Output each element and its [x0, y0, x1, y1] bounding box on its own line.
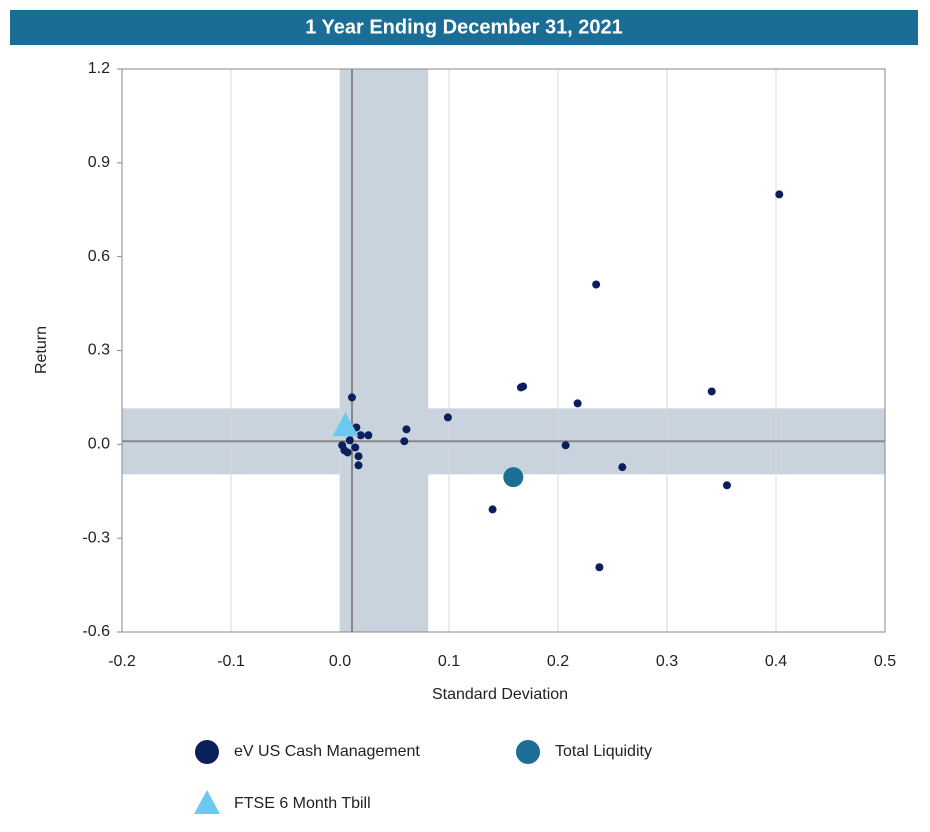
point	[707, 387, 716, 396]
point	[573, 399, 582, 408]
point	[561, 441, 570, 450]
y-axis-label: Return	[33, 326, 50, 374]
y-tick-label: -0.6	[82, 623, 110, 640]
x-tick-label: 0.1	[438, 653, 460, 670]
point	[488, 505, 497, 514]
point	[345, 436, 354, 445]
x-tick-label: 0.3	[656, 653, 678, 670]
chart-title: 1 Year Ending December 31, 2021	[305, 16, 623, 38]
x-tick-label: 0.2	[547, 653, 569, 670]
x-tick-label: 0.5	[874, 653, 896, 670]
legend-label: FTSE 6 Month Tbill	[234, 795, 371, 812]
point	[332, 412, 359, 437]
legend-swatch	[516, 740, 540, 764]
point	[400, 437, 409, 446]
plot-frame	[121, 68, 886, 633]
point	[354, 461, 363, 470]
legend-label: eV US Cash Management	[234, 743, 420, 760]
point	[618, 463, 627, 472]
x-tick-label: -0.1	[217, 653, 245, 670]
point	[503, 467, 524, 488]
point	[592, 280, 601, 289]
point	[443, 413, 452, 422]
y-tick-label: 1.2	[88, 60, 110, 77]
point	[347, 393, 356, 402]
y-tick-label: 0.3	[88, 342, 110, 359]
y-tick-label: 0.9	[88, 154, 110, 171]
y-tick-label: 0.6	[88, 248, 110, 265]
point	[402, 425, 411, 434]
point	[775, 190, 784, 199]
legend-swatch	[195, 740, 219, 764]
point	[343, 448, 352, 457]
title-banner	[10, 10, 918, 45]
point	[364, 431, 373, 440]
x-tick-label: 0.4	[765, 653, 787, 670]
legend-swatch	[194, 790, 220, 814]
legend-label: Total Liquidity	[555, 743, 652, 760]
point	[338, 441, 347, 450]
x-band	[340, 69, 429, 632]
point	[722, 481, 731, 490]
point	[356, 431, 365, 440]
y-tick-label: -0.3	[82, 529, 110, 546]
x-axis-label: Standard Deviation	[432, 686, 568, 703]
point	[354, 452, 363, 461]
point	[595, 563, 604, 572]
x-tick-label: -0.2	[108, 653, 136, 670]
y-tick-label: 0.0	[88, 436, 110, 453]
point	[516, 383, 525, 392]
point	[351, 443, 360, 452]
x-tick-label: 0.0	[329, 653, 351, 670]
